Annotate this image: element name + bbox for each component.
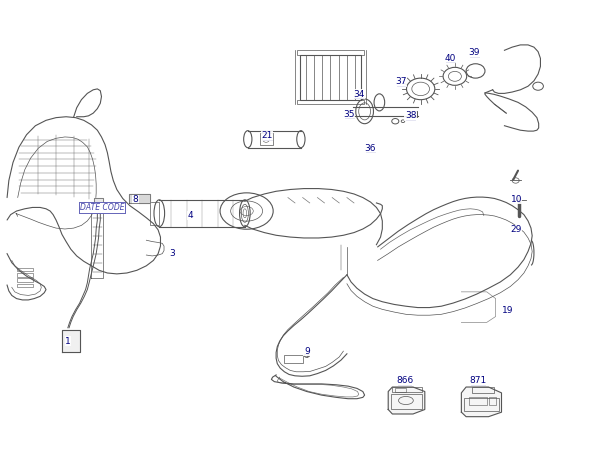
Text: DATE CODE: DATE CODE — [80, 203, 124, 212]
Bar — [72, 333, 74, 351]
Bar — [17, 278, 33, 282]
Text: 36: 36 — [365, 144, 376, 153]
Text: 4: 4 — [187, 211, 193, 220]
Text: 40: 40 — [444, 54, 456, 63]
Text: 3: 3 — [169, 249, 175, 258]
Bar — [150, 202, 159, 224]
Polygon shape — [62, 330, 80, 352]
Bar — [464, 398, 499, 411]
Bar — [260, 133, 273, 145]
Bar — [392, 387, 422, 392]
Bar — [469, 397, 487, 405]
Bar — [75, 333, 77, 351]
Polygon shape — [388, 387, 425, 414]
Bar — [391, 394, 422, 409]
Bar — [66, 333, 68, 351]
Text: 37: 37 — [395, 77, 407, 86]
Text: 35: 35 — [343, 110, 355, 119]
Polygon shape — [129, 194, 150, 203]
Bar — [297, 50, 364, 55]
Text: 8: 8 — [133, 195, 139, 204]
Bar — [17, 268, 33, 271]
Text: 38: 38 — [405, 111, 417, 120]
Text: 866: 866 — [396, 376, 414, 385]
Text: 9: 9 — [304, 347, 310, 356]
Bar — [395, 388, 406, 392]
Text: 1: 1 — [65, 337, 71, 346]
Bar — [297, 100, 364, 104]
Text: 871: 871 — [469, 376, 487, 385]
Bar — [284, 355, 303, 363]
Text: 34: 34 — [353, 90, 365, 99]
Text: DATE CODE: DATE CODE — [80, 203, 124, 212]
Bar — [489, 397, 496, 405]
Bar — [472, 387, 494, 393]
Polygon shape — [461, 387, 501, 417]
Bar — [69, 333, 71, 351]
Bar — [17, 273, 33, 277]
Bar — [409, 111, 417, 117]
Text: 19: 19 — [502, 306, 513, 315]
Bar — [17, 284, 33, 287]
Bar — [63, 333, 65, 351]
Polygon shape — [94, 198, 103, 211]
Text: 39: 39 — [468, 48, 480, 57]
Text: 21: 21 — [261, 131, 273, 140]
Bar — [300, 55, 361, 100]
Text: 29: 29 — [510, 225, 522, 234]
Text: 10: 10 — [510, 195, 522, 204]
